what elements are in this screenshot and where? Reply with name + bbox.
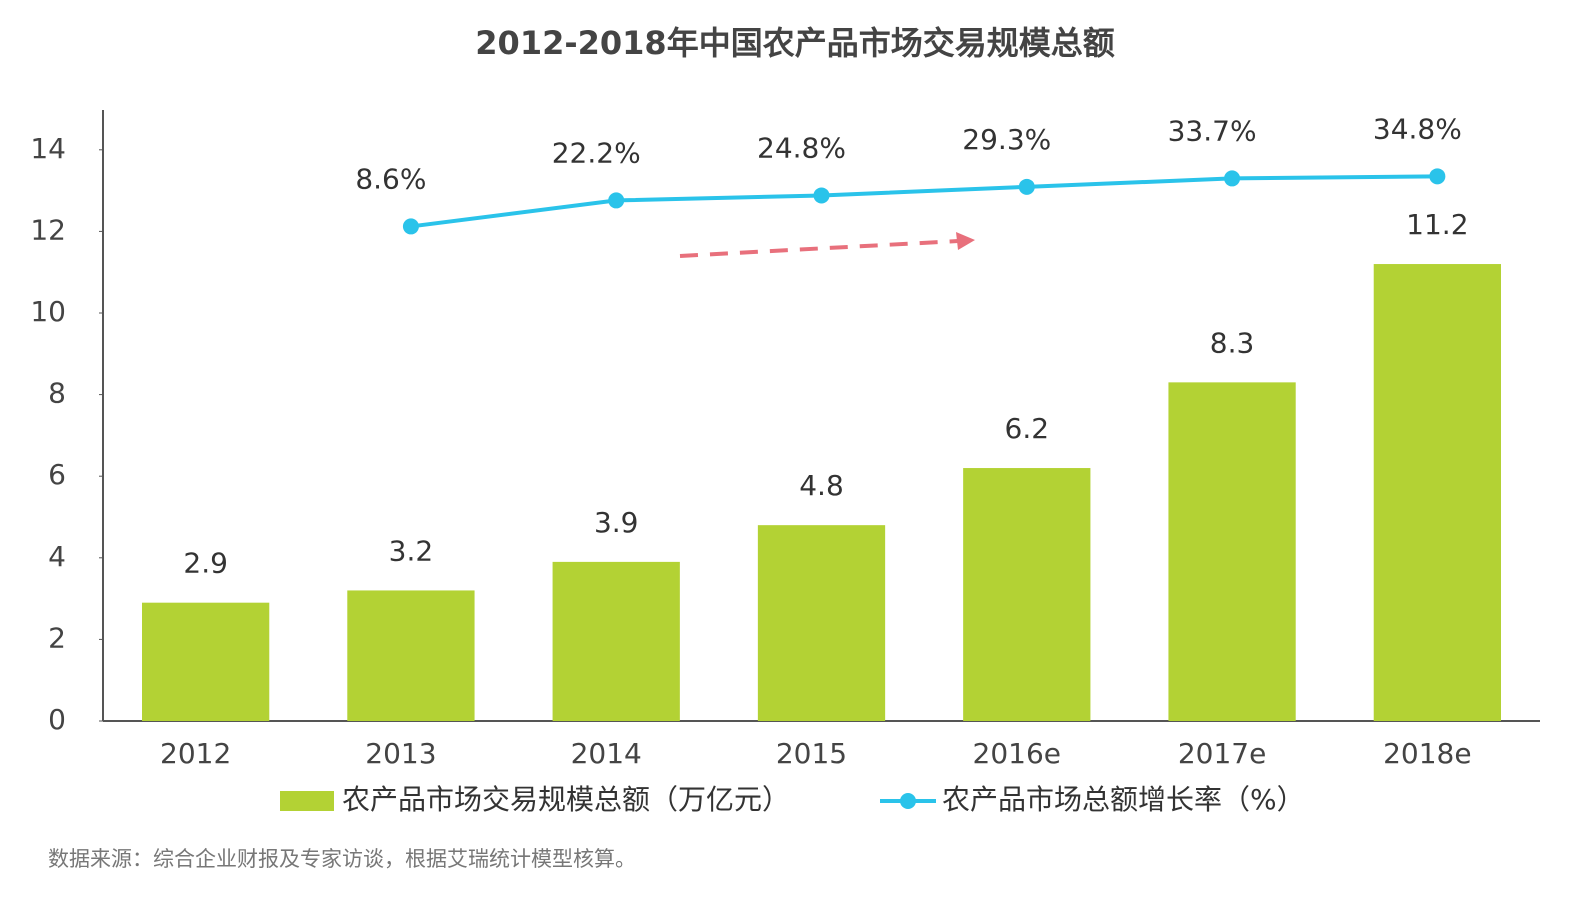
line-point [402, 218, 419, 235]
bar [963, 468, 1091, 721]
x-tick-label: 2018e [1383, 737, 1471, 770]
legend-label: 农产品市场交易规模总额（万亿元） [342, 783, 790, 816]
bar-value-label: 11.2 [1406, 208, 1468, 241]
bar [1168, 382, 1296, 721]
bar [1373, 264, 1501, 721]
bar-value-label: 6.2 [1005, 412, 1050, 445]
line-point [1018, 178, 1035, 195]
line-point [813, 187, 830, 204]
y-tick-label: 4 [48, 540, 66, 573]
line-point [1429, 168, 1446, 185]
line-value-label: 24.8% [757, 131, 846, 164]
line-point [1224, 170, 1241, 187]
x-tick-label: 2014 [571, 737, 642, 770]
bar-value-label: 4.8 [799, 469, 844, 502]
x-tick-label: 2012 [160, 737, 231, 770]
x-tick-label: 2016e [973, 737, 1061, 770]
y-tick-label: 14 [30, 132, 66, 165]
y-tick-label: 0 [48, 703, 66, 736]
x-tick-label: 2015 [776, 737, 847, 770]
y-tick-label: 10 [30, 295, 66, 328]
x-tick-label: 2017e [1178, 737, 1266, 770]
legend-label: 农产品市场总额增长率（%） [942, 783, 1305, 816]
y-tick-label: 2 [48, 621, 66, 654]
x-tick-label: 2013 [365, 737, 436, 770]
line-value-label: 33.7% [1168, 114, 1257, 147]
chart-title: 2012-2018年中国农产品市场交易规模总额 [475, 24, 1114, 62]
line-value-label: 34.8% [1373, 112, 1462, 145]
bar-value-label: 8.3 [1210, 326, 1255, 359]
line [410, 174, 1438, 229]
source-note: 数据来源：综合企业财报及专家访谈，根据艾瑞统计模型核算。 [48, 847, 636, 871]
line-value-label: 29.3% [962, 123, 1051, 156]
y-tick-label: 8 [48, 377, 66, 410]
bar [142, 602, 270, 721]
line-value-label: 8.6% [355, 162, 426, 195]
y-tick-label: 12 [30, 213, 66, 246]
legend-swatch-dot [900, 793, 916, 809]
legend-swatch [280, 791, 334, 811]
line-value-label: 22.2% [552, 136, 641, 169]
bar-value-label: 3.9 [594, 506, 639, 539]
line-point [608, 192, 625, 209]
bar [757, 525, 886, 721]
trend-arrow [679, 232, 975, 258]
bar-value-label: 2.9 [183, 547, 228, 580]
bar-value-label: 3.2 [389, 534, 434, 567]
y-tick-label: 6 [48, 458, 66, 491]
bar [552, 561, 680, 721]
bar [347, 590, 475, 721]
